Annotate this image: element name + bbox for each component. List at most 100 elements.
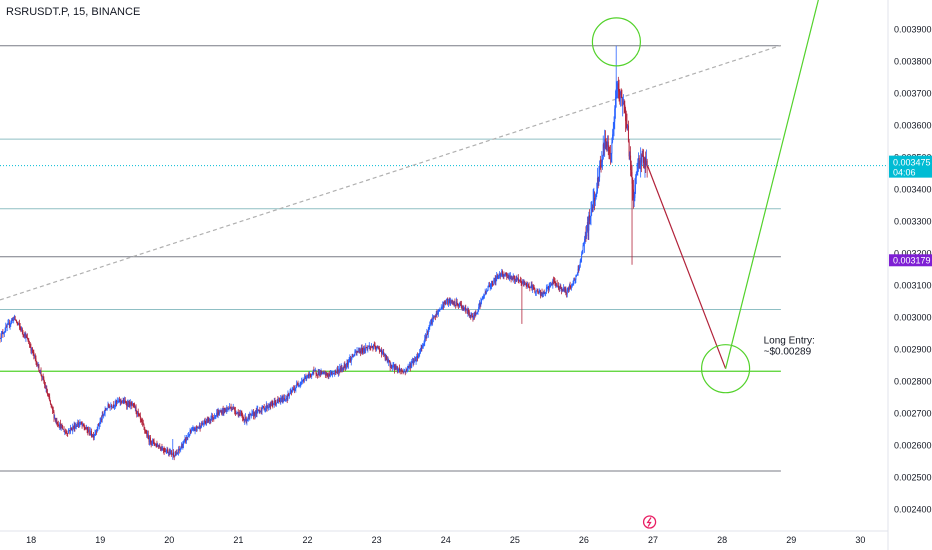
marked-price-value: 0.003179 [893, 255, 931, 265]
candle-body [285, 398, 287, 399]
candle-body [174, 454, 176, 457]
candle-body [131, 404, 133, 406]
candle-body [535, 290, 537, 293]
x-tick-label: 18 [26, 535, 36, 545]
candle-body [39, 370, 41, 373]
candle-body [321, 371, 323, 375]
candle-body [65, 432, 67, 433]
candle-body [347, 362, 349, 365]
candle-body [180, 447, 182, 450]
candle-body [221, 411, 223, 414]
candle-body [332, 373, 334, 375]
candle-body [37, 364, 39, 367]
y-tick-label: 0.003400 [894, 185, 932, 195]
candle-body [344, 365, 346, 367]
candle-body [602, 144, 604, 159]
candle-body [288, 393, 290, 397]
candle-body [100, 419, 102, 421]
candle-body [270, 403, 272, 406]
candle-body [68, 430, 70, 432]
candle-body [134, 404, 136, 408]
candle-body [245, 417, 247, 422]
candle-body [392, 365, 394, 367]
candle-body [80, 422, 82, 424]
candle-body [273, 404, 275, 406]
candle-body [208, 417, 210, 421]
candle-body [543, 291, 545, 294]
candle-body [194, 430, 196, 432]
candle-body [185, 437, 187, 442]
candle-body [417, 355, 419, 358]
candle-body [324, 372, 326, 374]
candle-body [306, 377, 308, 380]
candle-body [402, 371, 404, 373]
candle-body [238, 413, 240, 416]
candle-body [117, 401, 119, 403]
candle-body [136, 411, 138, 414]
candle-body [309, 373, 311, 376]
candle-body [360, 350, 362, 353]
candle-body [291, 390, 293, 393]
candle-body [491, 281, 493, 286]
candle-body [98, 424, 100, 426]
candle-body [255, 410, 257, 416]
candle-body [390, 364, 392, 368]
candle-body [257, 409, 259, 411]
candle-body [332, 374, 334, 375]
candle-body [605, 141, 607, 149]
candle-body [314, 370, 316, 372]
candle-body [334, 370, 336, 374]
candle-body [280, 397, 282, 399]
candle-body [315, 370, 317, 374]
y-tick-label: 0.002600 [894, 440, 932, 450]
candle-body [463, 309, 465, 311]
last-price-countdown: 04:06 [893, 168, 916, 178]
candle-body [377, 347, 379, 349]
candle-body [78, 423, 80, 425]
candle-body [610, 153, 612, 155]
candle-body [403, 371, 405, 373]
candle-body [191, 429, 193, 431]
candle-body [590, 212, 592, 218]
candle-body [623, 102, 625, 105]
candle-body [293, 389, 295, 391]
candle-body [236, 412, 238, 414]
candle-body [229, 406, 231, 409]
candle-body [221, 409, 223, 414]
candle-body [561, 289, 563, 291]
candle-body [242, 415, 244, 418]
candle-body [595, 192, 597, 199]
candle-body [102, 414, 104, 416]
candle-body [634, 184, 636, 198]
candle-body [327, 374, 329, 376]
candles [0, 45, 648, 461]
candle-body [498, 275, 500, 277]
candle-body [278, 400, 280, 402]
candle-body [384, 354, 386, 359]
candle-body [371, 346, 373, 348]
candle-body [149, 437, 151, 443]
candle-body [624, 104, 626, 109]
candle-body [399, 368, 401, 370]
candle-body [478, 303, 480, 307]
candle-body [378, 347, 380, 349]
candle-body [585, 235, 587, 237]
candle-body [469, 315, 471, 317]
candle-body [473, 315, 475, 317]
candle-body [212, 417, 214, 419]
candle-body [550, 285, 552, 287]
candle-body [71, 428, 73, 431]
candle-body [425, 336, 427, 338]
candle-body [61, 425, 63, 427]
candle-body [436, 313, 438, 315]
candle-body [339, 367, 341, 372]
candle-body [499, 273, 501, 276]
candle-body [363, 347, 365, 352]
candle-body [353, 354, 355, 357]
candle-body [511, 277, 513, 280]
candle-body [104, 409, 106, 413]
candle-body [96, 429, 98, 432]
candle-body [226, 408, 228, 412]
candle-body [8, 322, 10, 324]
